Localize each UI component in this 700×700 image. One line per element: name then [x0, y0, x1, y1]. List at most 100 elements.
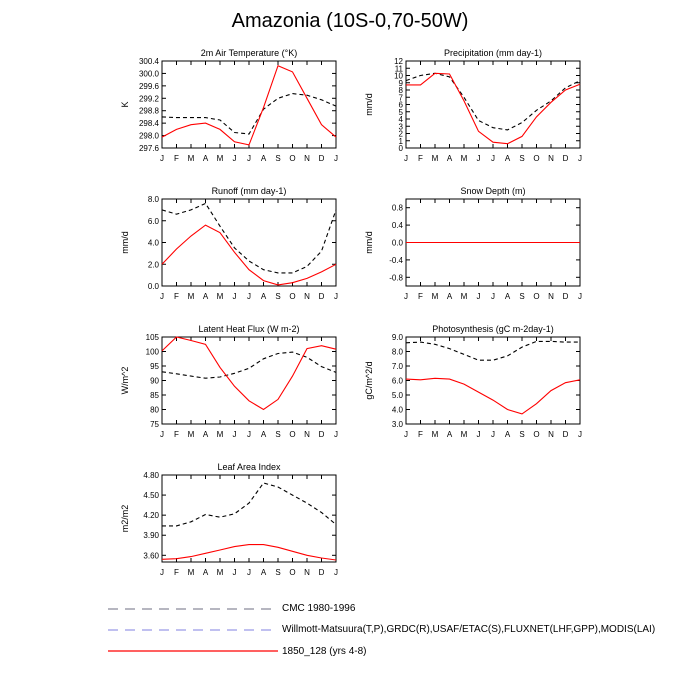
- x-tick-label: D: [563, 292, 569, 301]
- y-tick-label: 0.0: [392, 239, 404, 248]
- y-tick-label: 4: [399, 115, 404, 124]
- series-line-cmc: [161, 202, 337, 274]
- x-tick-label: N: [548, 154, 554, 163]
- y-tick-label: 95: [150, 362, 159, 371]
- x-tick-label: M: [188, 568, 195, 577]
- x-tick-label: O: [289, 568, 295, 577]
- x-tick-label: S: [275, 154, 280, 163]
- x-tick-label: J: [233, 154, 237, 163]
- y-tick-label: 8.0: [392, 348, 404, 357]
- chart-panel: 2m Air Temperature (°K) K 297.6 298.0 298.4 2…: [120, 48, 338, 163]
- y-tick-label: 9: [399, 79, 404, 88]
- x-tick-label: M: [188, 154, 195, 163]
- y-tick-label: 0.0: [148, 282, 160, 291]
- x-tick-label: J: [160, 292, 164, 301]
- x-tick-label: A: [261, 430, 267, 439]
- x-tick-label: F: [174, 430, 179, 439]
- y-axis-label: gC/m^2/d: [364, 361, 374, 399]
- x-tick-label: J: [334, 154, 338, 163]
- x-tick-label: M: [188, 292, 195, 301]
- y-axis-label: mm/d: [120, 231, 130, 254]
- y-axis-label: K: [120, 101, 130, 107]
- x-tick-label: J: [334, 292, 338, 301]
- x-tick-label: F: [174, 292, 179, 301]
- series-line-cmc: [161, 93, 337, 135]
- x-tick-label: A: [203, 292, 209, 301]
- y-tick-label: 80: [150, 406, 159, 415]
- x-tick-label: J: [491, 154, 495, 163]
- x-tick-label: A: [505, 154, 511, 163]
- y-tick-label: 3: [399, 122, 404, 131]
- y-tick-label: 2.0: [148, 260, 160, 269]
- x-tick-label: F: [174, 568, 179, 577]
- series-line-model: [161, 224, 337, 286]
- x-tick-label: J: [160, 430, 164, 439]
- plot-frame: [405, 336, 581, 425]
- legend-label-cmc: CMC 1980-1996: [282, 603, 356, 614]
- page-title: Amazonia (10S-0,70-50W): [231, 10, 469, 32]
- x-tick-label: J: [578, 292, 582, 301]
- x-tick-label: J: [404, 430, 408, 439]
- x-tick-label: J: [491, 292, 495, 301]
- x-tick-label: M: [432, 292, 439, 301]
- y-tick-label: -0.8: [389, 273, 403, 282]
- x-tick-label: S: [275, 292, 280, 301]
- x-tick-label: A: [203, 430, 209, 439]
- y-tick-label: 300.0: [139, 69, 160, 78]
- y-tick-label: 0: [399, 144, 404, 153]
- x-tick-label: J: [477, 154, 481, 163]
- x-tick-label: M: [217, 568, 224, 577]
- y-tick-label: 299.6: [139, 82, 160, 91]
- y-tick-label: 3.60: [143, 551, 159, 560]
- x-tick-label: J: [160, 568, 164, 577]
- y-tick-label: 4.0: [148, 239, 160, 248]
- y-tick-label: 298.8: [139, 107, 160, 116]
- y-tick-label: 7.0: [392, 362, 404, 371]
- x-tick-label: A: [203, 568, 209, 577]
- y-tick-label: 298.0: [139, 132, 160, 141]
- x-tick-label: F: [418, 292, 423, 301]
- x-tick-label: N: [304, 154, 310, 163]
- chart-title: Leaf Area Index: [217, 462, 281, 472]
- y-tick-label: 4.0: [392, 406, 404, 415]
- x-tick-label: O: [533, 292, 539, 301]
- y-axis-label: W/m^2: [120, 367, 130, 395]
- x-tick-label: D: [319, 292, 325, 301]
- y-axis-label: m2/m2: [120, 505, 130, 533]
- y-axis-label: mm/d: [364, 231, 374, 254]
- x-tick-label: D: [319, 154, 325, 163]
- chart-title: Latent Heat Flux (W m-2): [198, 324, 299, 334]
- series-line-model: [161, 336, 337, 411]
- x-tick-label: J: [477, 292, 481, 301]
- x-tick-label: M: [432, 154, 439, 163]
- x-tick-label: S: [519, 292, 524, 301]
- x-tick-label: D: [563, 430, 569, 439]
- x-tick-label: J: [247, 292, 251, 301]
- x-tick-label: J: [160, 154, 164, 163]
- y-tick-label: 3.0: [392, 420, 404, 429]
- y-tick-label: 6.0: [392, 377, 404, 386]
- plot-frame: [161, 474, 337, 563]
- y-tick-label: 5.0: [392, 391, 404, 400]
- y-tick-label: 298.4: [139, 119, 160, 128]
- y-tick-label: 0.4: [392, 221, 404, 230]
- x-tick-label: J: [334, 568, 338, 577]
- series-line-model: [161, 544, 337, 561]
- series-line-cmc: [162, 482, 337, 527]
- y-tick-label: 5: [399, 108, 404, 117]
- chart-title: Snow Depth (m): [460, 186, 525, 196]
- y-tick-label: 3.90: [143, 531, 159, 540]
- x-tick-label: A: [203, 154, 209, 163]
- x-tick-label: M: [188, 430, 195, 439]
- chart-panel: Snow Depth (m)mm/d-0.8-0.40.00.40.8J F M A M…: [364, 186, 582, 301]
- series-line-model: [405, 377, 581, 415]
- x-tick-label: N: [548, 292, 554, 301]
- chart-title: 2m Air Temperature (°K): [201, 48, 297, 58]
- x-tick-label: J: [233, 292, 237, 301]
- x-tick-label: S: [519, 154, 524, 163]
- plot-frame: [405, 60, 581, 149]
- y-tick-label: 4.80: [143, 471, 159, 480]
- y-tick-label: 4.50: [143, 491, 159, 500]
- x-tick-label: A: [505, 430, 511, 439]
- chart-panel: Leaf Area Index m2/m2 3.60 3.90 4.20 4.50 4.80…: [120, 462, 338, 577]
